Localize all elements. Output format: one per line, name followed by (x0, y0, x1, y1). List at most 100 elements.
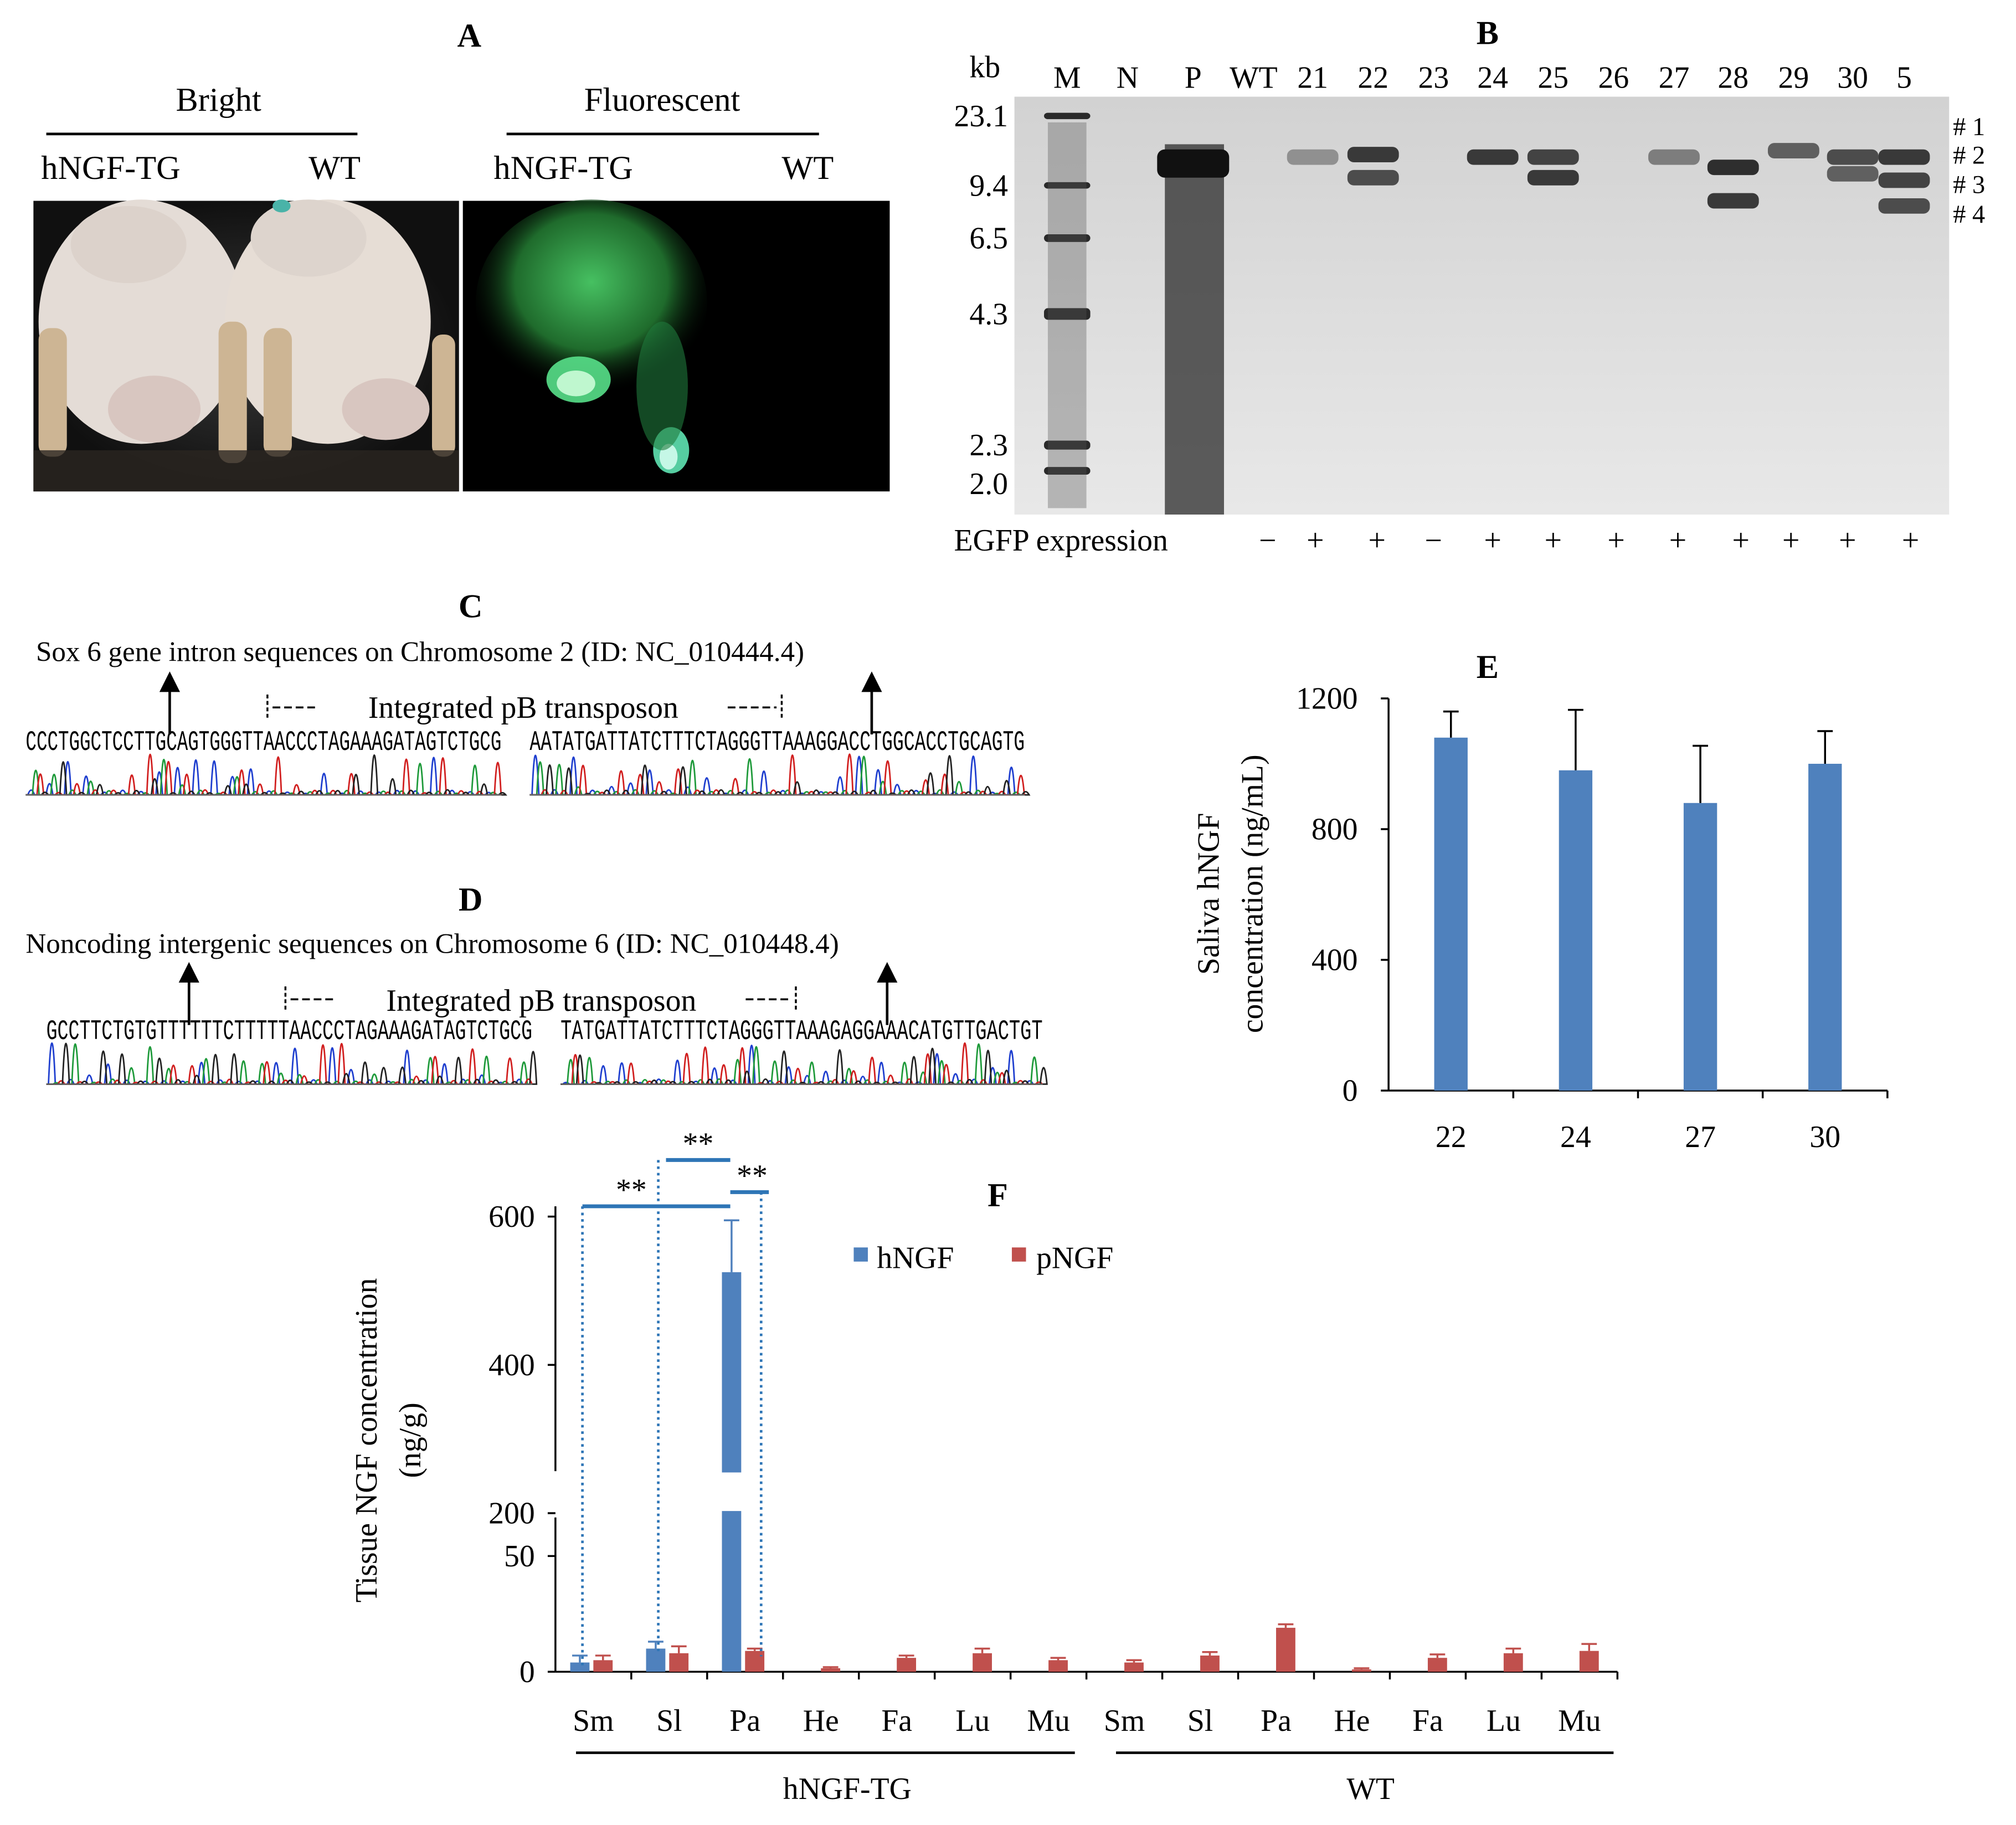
lane-label: 28 (1717, 60, 1748, 95)
egfp-expression-label: EGFP expression (954, 523, 1168, 558)
panel-b-letter: B (1477, 14, 1499, 52)
blot-band (1347, 169, 1399, 186)
egfp-sign: + (1839, 523, 1856, 558)
blot-band (1878, 198, 1930, 214)
blot-band (1767, 143, 1819, 158)
fluor-tg-label: hNGF-TG (493, 150, 632, 187)
egfp-signs: − + + − + + + + + + + + (1259, 523, 1919, 558)
panel-f: F Tissue NGF concentration (ng/g) hNGF p… (349, 1127, 1619, 1806)
chromatogram-trace (529, 753, 1025, 796)
ladder-band (1044, 112, 1091, 120)
e-bar (1434, 737, 1468, 1091)
size-markers: 23.1 9.4 6.5 4.3 2.3 2.0 (954, 99, 1008, 501)
chromatogram-trace (25, 754, 507, 796)
band-label: # 2 (1953, 141, 1985, 169)
e-ylabel-line1: Saliva hNGF (1192, 813, 1226, 975)
f-xtick-label: Pa (729, 1704, 760, 1738)
panel-e: E Saliva hNGF concentration (ng/mL) 0 400… (1192, 649, 1889, 1154)
f-legend: hNGF pNGF (853, 1241, 1113, 1275)
lane-label: 26 (1598, 60, 1629, 95)
blot-band (1827, 149, 1879, 165)
f-xtick-label: Sl (656, 1704, 682, 1738)
d-pb-label: Integrated pB transposon (386, 984, 696, 1018)
f-bar (669, 1653, 689, 1672)
e-ytick-label: 800 (1312, 813, 1358, 847)
band-label: # 1 (1953, 113, 1985, 141)
blot-band (1707, 193, 1759, 209)
blot-band (1707, 160, 1759, 176)
legend-hngf-swatch (853, 1247, 868, 1262)
c-seq-right: AATATGATTATCTTTCTAGGGTTAAAGGACCTGGCACCTG… (529, 727, 1025, 759)
size-marker-label: 9.4 (969, 168, 1008, 203)
f-bar (593, 1660, 613, 1672)
panel-d: D Noncoding intergenic sequences on Chro… (25, 881, 1048, 1085)
bright-tg-label: hNGF-TG (41, 150, 180, 187)
f-bar (570, 1662, 590, 1672)
e-bar (1808, 763, 1842, 1091)
positive-control-band (1157, 149, 1230, 178)
blot-band (1527, 149, 1579, 165)
chromatogram-trace (560, 1043, 1043, 1085)
blot-band (1347, 147, 1399, 162)
chromatogram-trace (560, 1042, 1043, 1085)
panel-c: C Sox 6 gene intron sequences on Chromos… (25, 588, 1031, 796)
lane-label: WT (1230, 60, 1278, 95)
lane-label: N (1117, 60, 1139, 95)
panel-b: B kb M N P WT 21 22 23 24 25 26 27 28 29 30 5 23.1 9.4 6… (954, 14, 1986, 558)
egfp-sign: + (1902, 523, 1919, 558)
band-label: # 4 (1953, 201, 1985, 229)
egfp-sign: + (1545, 523, 1562, 558)
lane-label: 25 (1537, 60, 1568, 95)
c-seq-left: CCCTGGCTCCTTGCAGTGGGTTAACCCTAGAAAGATAGTC… (25, 727, 501, 759)
d-chromatogram-left (46, 1042, 538, 1085)
chromatogram-trace (529, 755, 1031, 796)
f-ytick-label: 200 (488, 1497, 535, 1531)
e-ylabel-line2: concentration (ng/mL) (1236, 754, 1270, 1033)
f-ytick-label: 50 (504, 1539, 535, 1574)
ladder-band (1044, 440, 1091, 450)
legend-pngf-label: pNGF (1036, 1241, 1113, 1275)
f-xtick-label: He (1334, 1704, 1370, 1738)
f-bar (973, 1653, 992, 1672)
f-bar (1276, 1627, 1295, 1672)
f-ytick-label: 600 (488, 1200, 535, 1234)
size-marker-label: 2.0 (969, 467, 1008, 501)
e-xtick-label: 30 (1809, 1120, 1840, 1154)
fluor-wt-label: WT (781, 150, 834, 187)
fluorescent-photo (462, 199, 890, 492)
d-seq-right: TATGATTATCTTTCTAGGGTTAAAGAGGAAACATGTTGAC… (560, 1016, 1043, 1048)
e-bar (1559, 770, 1593, 1091)
f-xtick-label: Fa (1412, 1704, 1443, 1738)
c-chromatogram-left (25, 753, 507, 796)
f-bar-lower (722, 1511, 742, 1672)
lane-label: M (1053, 60, 1081, 95)
panel-d-caption: Noncoding intergenic sequences on Chromo… (25, 928, 839, 960)
f-bar (1503, 1653, 1523, 1672)
f-bar (1200, 1656, 1220, 1672)
f-xtick-label: Mu (1558, 1704, 1601, 1738)
e-bar (1683, 803, 1717, 1091)
f-bar-upper (722, 1272, 742, 1473)
f-xtick-label: Sm (1104, 1704, 1145, 1738)
egfp-sign: + (1782, 523, 1799, 558)
egfp-sign: + (1307, 523, 1324, 558)
size-marker-label: 2.3 (969, 428, 1008, 462)
e-ytick-label: 1200 (1296, 682, 1357, 716)
f-bar (897, 1658, 917, 1672)
significance-annotations: ** ** ** (581, 1127, 769, 1665)
panel-a-letter: A (457, 17, 482, 54)
f-ylabel-line1: Tissue NGF concentration (349, 1278, 384, 1602)
lane-label: 24 (1477, 60, 1508, 95)
egfp-sign: + (1369, 523, 1386, 558)
panel-c-caption: Sox 6 gene intron sequences on Chromosom… (36, 636, 804, 668)
f-bar (1048, 1660, 1068, 1672)
kb-label: kb (969, 50, 1000, 85)
panel-c-letter: C (459, 588, 483, 625)
fluorescent-label: Fluorescent (584, 81, 740, 119)
egfp-sign: + (1732, 523, 1750, 558)
ladder-band (1044, 234, 1091, 242)
f-bar (1427, 1658, 1447, 1672)
egfp-sign: + (1484, 523, 1501, 558)
bright-wt-label: WT (308, 150, 361, 187)
